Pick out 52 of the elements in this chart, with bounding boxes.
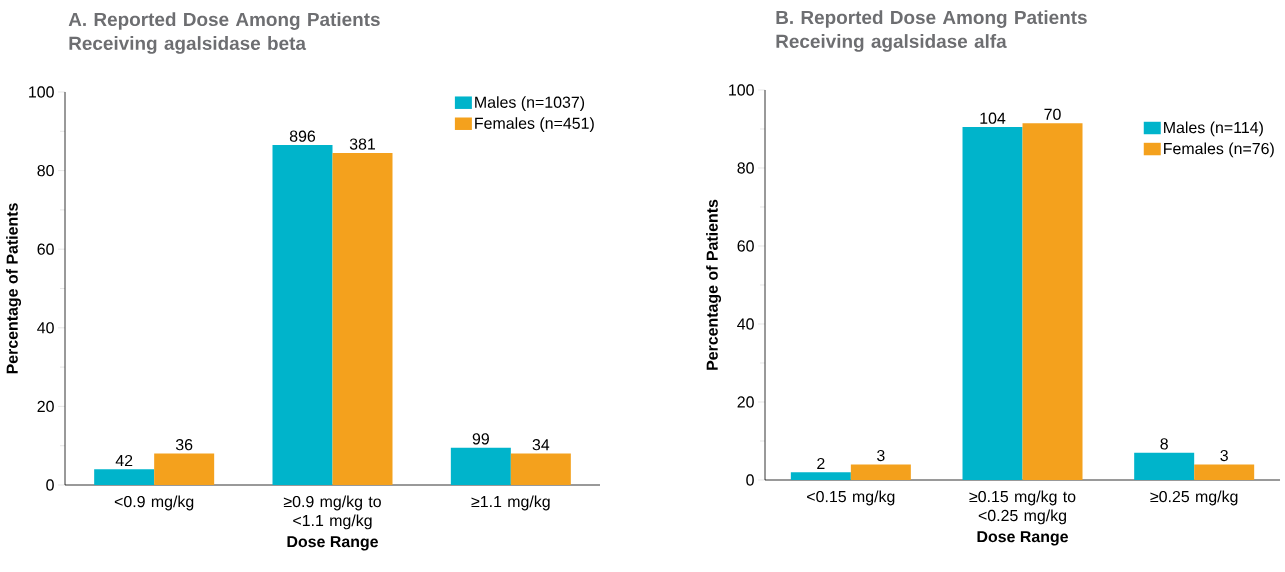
y-tick-label: 20	[37, 400, 54, 413]
bar	[1022, 123, 1083, 480]
annotation: 3	[1220, 449, 1228, 462]
y-axis-title: Percentage of Patients	[6, 203, 22, 374]
bar	[850, 464, 911, 480]
y-tick-label: 60	[737, 240, 754, 252]
x-tick-label: <0.15 mg/kg	[807, 490, 895, 506]
chart-title: A. Reported Dose Among Patients Receiving agalsidase beta	[68, 12, 380, 54]
x-tick-label: ≥1.1 mg/kg	[471, 495, 550, 511]
x-tick-label: ≥0.15 mg/kg to <0.25 mg/kg	[969, 490, 1076, 525]
legend-label: Females (n=76)	[1164, 142, 1274, 158]
x-tick-label: <0.9 mg/kg	[114, 495, 194, 511]
chart-title: B. Reported Dose Among Patients Receiving agalsidase alfa	[776, 10, 1087, 52]
legend-label: Females (n=451)	[475, 117, 594, 133]
x-axis-title: Dose Range	[287, 536, 378, 551]
y-tick-label: 40	[737, 318, 754, 330]
annotation: 99	[472, 433, 489, 445]
y-tick-label: 80	[37, 164, 54, 177]
annotation: 36	[175, 439, 193, 451]
y-tick-label: 100	[29, 86, 54, 98]
bar	[1194, 464, 1255, 480]
y-tick-label: 0	[46, 479, 54, 491]
y-tick-label: 80	[737, 162, 754, 174]
bar	[790, 472, 851, 480]
x-axis-title: Dose Range	[977, 531, 1068, 546]
annotation: 42	[115, 454, 133, 467]
bar	[272, 145, 333, 485]
annotation: 8	[1160, 438, 1168, 450]
annotation: 34	[532, 439, 550, 451]
annotation: 2	[817, 457, 825, 469]
bar	[962, 127, 1023, 480]
legend-label: Males (n=114)	[1164, 121, 1263, 137]
bar	[94, 469, 155, 485]
annotation: 104	[980, 112, 1006, 124]
bar	[510, 453, 571, 485]
bar	[450, 447, 511, 485]
y-tick-label: 100	[729, 84, 754, 96]
bar	[1134, 452, 1195, 480]
bar	[154, 453, 215, 485]
x-tick-label: ≥0.25 mg/kg	[1150, 490, 1238, 506]
y-tick-label: 60	[37, 243, 54, 255]
x-tick-label: ≥0.9 mg/kg to <1.1 mg/kg	[283, 495, 381, 530]
y-tick-label: 0	[746, 474, 754, 486]
y-tick-label: 40	[37, 322, 54, 334]
annotation: 896	[289, 130, 316, 142]
bar	[332, 152, 393, 485]
annotation: 381	[349, 138, 376, 150]
annotation: 70	[1044, 108, 1061, 120]
y-tick-label: 20	[737, 396, 754, 408]
y-axis-title: Percentage of Patients	[706, 199, 722, 370]
legend-label: Males (n=1037)	[475, 96, 585, 112]
annotation: 3	[877, 449, 885, 462]
